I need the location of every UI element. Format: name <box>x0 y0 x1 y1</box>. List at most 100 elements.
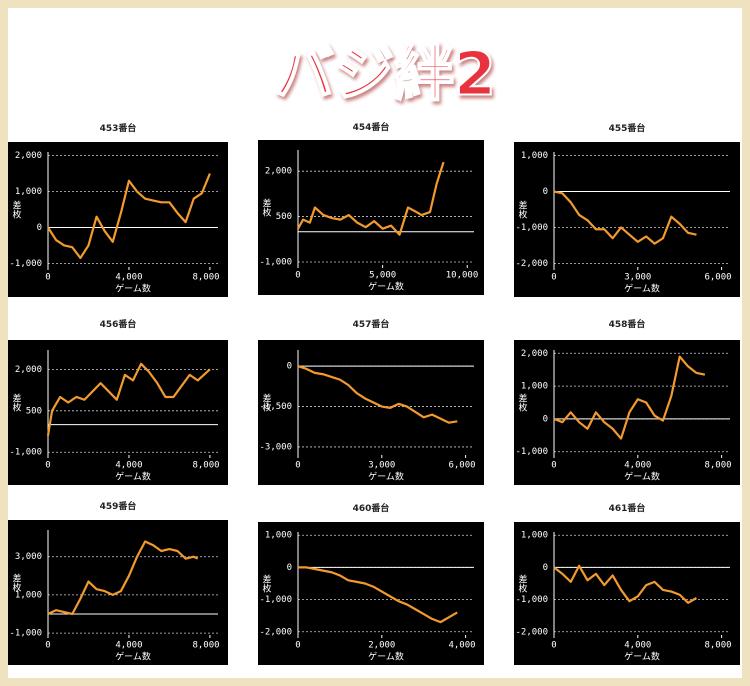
data-line <box>47 173 211 260</box>
y-tick-label: 500 <box>276 212 292 222</box>
data-line <box>297 161 445 236</box>
x-tick-label: 0 <box>551 641 556 651</box>
y-tick-label: 0 <box>287 563 292 573</box>
y-axis-label: 差枚 <box>11 572 22 592</box>
chart: 461番台 -2,000 -1,000 0 1,000 0 4,000 8,000 ゲーム数 差枚 <box>514 502 740 665</box>
x-tick-label: 3,000 <box>624 273 651 283</box>
y-tick-label: -1,000 <box>515 447 548 457</box>
y-tick-label: -1,000 <box>259 595 292 605</box>
y-tick-label: -1,000 <box>515 223 548 233</box>
y-tick-label: 0 <box>543 414 548 424</box>
y-axis-label: 差枚 <box>517 573 528 593</box>
x-tick-label: 0 <box>295 271 300 281</box>
x-axis-label: ゲーム数 <box>368 281 404 293</box>
chart-title: 459番台 <box>100 500 137 512</box>
x-axis-label: ゲーム数 <box>624 471 660 483</box>
y-axis-label: 差枚 <box>11 392 22 412</box>
chart-title: 458番台 <box>609 318 646 330</box>
y-tick-label: 1,000 <box>521 151 548 161</box>
x-tick-label: 0 <box>45 273 50 283</box>
x-axis-label: ゲーム数 <box>368 471 404 483</box>
x-tick-label: 0 <box>551 273 556 283</box>
y-tick-label: 1,000 <box>521 382 548 392</box>
x-tick-label: 6,000 <box>704 273 731 283</box>
x-tick-label: 0 <box>295 641 300 651</box>
chart-title: 460番台 <box>353 502 390 514</box>
data-line <box>553 355 706 440</box>
x-tick-label: 5,000 <box>369 271 396 281</box>
data-line <box>298 566 458 624</box>
plot-panel <box>8 340 228 485</box>
x-tick-label: 6,000 <box>448 461 475 471</box>
x-tick-label: 8,000 <box>192 273 219 283</box>
x-tick-label: 4,000 <box>115 273 142 283</box>
x-tick-label: 8,000 <box>192 641 219 651</box>
y-tick-label: -1,000 <box>515 595 548 605</box>
plot-panel <box>514 522 740 665</box>
y-axis-label: 差枚 <box>517 199 528 219</box>
x-axis-label: ゲーム数 <box>115 471 151 483</box>
plot-panel <box>514 340 740 485</box>
chart: 455番台 -2,000 -1,000 0 1,000 0 3,000 6,000 ゲーム数 差枚 <box>514 122 740 297</box>
x-tick-label: 2,000 <box>368 641 395 651</box>
y-tick-label: 0 <box>543 563 548 573</box>
chart-title: 453番台 <box>100 122 137 134</box>
y-tick-label: 0 <box>37 223 42 233</box>
y-tick-label: -3,000 <box>259 442 292 452</box>
y-tick-label: -2,000 <box>259 627 292 637</box>
y-tick-label: -1,000 <box>9 448 42 458</box>
chart: 459番台 -1,000 1,000 3,000 0 4,000 8,000 ゲーム数 差枚 <box>8 500 228 665</box>
y-tick-label: 2,000 <box>265 167 292 177</box>
y-tick-label: 3,000 <box>15 552 42 562</box>
chart-title: 454番台 <box>353 121 390 133</box>
y-tick-label: 1,000 <box>521 531 548 541</box>
y-tick-label: 1,000 <box>265 531 292 541</box>
x-tick-label: 3,000 <box>368 461 395 471</box>
x-axis-label: ゲーム数 <box>624 283 660 295</box>
x-tick-label: 8,000 <box>704 641 731 651</box>
y-tick-label: -1,500 <box>259 402 292 412</box>
chart-title: 455番台 <box>609 122 646 134</box>
chart: 460番台 -2,000 -1,000 0 1,000 0 2,000 4,000 ゲーム数 差枚 <box>258 502 484 665</box>
y-tick-label: 1,000 <box>15 590 42 600</box>
x-tick-label: 10,000 <box>446 271 479 281</box>
data-line <box>47 540 199 616</box>
x-tick-label: 0 <box>45 641 50 651</box>
data-line <box>297 365 458 424</box>
x-tick-label: 0 <box>45 461 50 471</box>
chart: 454番台 -1,000 500 2,000 0 5,000 10,000 ゲーム数 差枚 <box>258 121 484 295</box>
x-axis-label: ゲーム数 <box>368 651 404 663</box>
y-axis-label: 差枚 <box>261 573 272 593</box>
y-axis-label: 差枚 <box>261 392 272 412</box>
y-axis-label: 差枚 <box>517 392 528 412</box>
x-axis-label: ゲーム数 <box>624 651 660 663</box>
plot-panel <box>258 340 484 485</box>
chart-title: 456番台 <box>100 318 137 330</box>
y-tick-label: 2,000 <box>521 349 548 359</box>
data-line <box>553 564 698 604</box>
chart: 456番台 -1,000 500 2,000 0 4,000 8,000 ゲーム数 差枚 <box>8 318 228 485</box>
y-tick-label: 2,000 <box>15 365 42 375</box>
plot-panel <box>258 522 484 665</box>
y-axis-label: 差枚 <box>261 197 272 217</box>
y-tick-label: 0 <box>543 187 548 197</box>
y-axis-label: 差枚 <box>11 199 22 219</box>
plot-panel <box>258 140 484 295</box>
data-line <box>46 362 211 436</box>
page-title: バジ絆2 <box>274 40 496 110</box>
x-tick-label: 4,000 <box>448 641 475 651</box>
x-axis-label: ゲーム数 <box>115 651 151 663</box>
y-tick-label: 500 <box>26 406 42 416</box>
chart-title: 461番台 <box>609 502 646 514</box>
y-tick-label: 0 <box>287 362 292 372</box>
y-tick-label: -2,000 <box>515 627 548 637</box>
data-line <box>553 190 697 245</box>
x-tick-label: 0 <box>295 461 300 471</box>
chart-title: 457番台 <box>353 318 390 330</box>
y-tick-label: -1,000 <box>259 257 292 267</box>
x-tick-label: 4,000 <box>115 641 142 651</box>
